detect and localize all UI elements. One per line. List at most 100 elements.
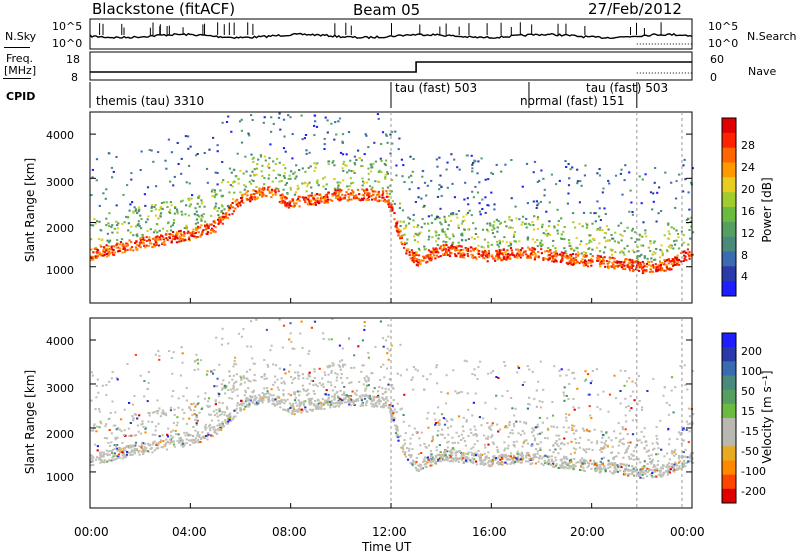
power-cell [363, 153, 366, 156]
power-cell [176, 231, 179, 234]
velocity-cell [359, 396, 362, 399]
power-cell [552, 239, 555, 242]
power-cell [636, 261, 639, 263]
power-cell [607, 179, 610, 182]
power-cell [262, 194, 265, 197]
power-cell [102, 248, 105, 251]
velocity-cell [607, 462, 610, 465]
velocity-cell [612, 458, 615, 461]
velocity-cell [228, 397, 231, 399]
velocity-cell [512, 441, 515, 444]
power-cell [199, 235, 202, 238]
power-cell [472, 222, 475, 225]
velocity-cell [98, 410, 101, 413]
power-cell [566, 263, 569, 266]
power-cell [258, 188, 261, 191]
power-cell [121, 243, 124, 246]
power-cell [95, 179, 98, 182]
power-cell [417, 234, 420, 237]
power-cell [381, 131, 385, 134]
velocity-cell [511, 407, 514, 410]
power-cell [548, 257, 552, 260]
velocity-cell [234, 363, 238, 366]
velocity-cb-tick: -200 [741, 485, 766, 498]
power-cell [204, 225, 207, 228]
power-cell [638, 266, 641, 269]
velocity-cell [516, 453, 520, 456]
power-cell [129, 203, 132, 206]
power-cell [138, 244, 141, 247]
power-cell [350, 182, 353, 185]
power-cell [652, 241, 656, 244]
power-cell [244, 185, 247, 188]
power-cell [470, 236, 473, 239]
power-cell [178, 230, 181, 233]
velocity-cell [487, 451, 490, 454]
power-cell [453, 158, 456, 161]
power-cell [452, 213, 455, 216]
power-cell [334, 191, 337, 194]
velocity-cell [460, 459, 463, 462]
velocity-cell [500, 453, 503, 456]
velocity-cell [612, 472, 615, 475]
velocity-cell [317, 404, 320, 407]
power-cell [204, 220, 207, 223]
velocity-cell [446, 457, 449, 460]
power-cell [474, 233, 477, 235]
velocity-cell [567, 398, 570, 400]
velocity-cb-tick: 100 [741, 365, 762, 378]
power-cell [552, 260, 555, 263]
power-cell [393, 212, 396, 215]
velocity-cell [497, 460, 500, 463]
power-cell [398, 207, 401, 209]
power-cell [478, 255, 481, 258]
power-cell [571, 253, 574, 255]
power-cell [547, 225, 551, 228]
power-cell [305, 149, 308, 152]
velocity-cell [210, 434, 213, 437]
power-cell [435, 234, 438, 237]
power-cell [588, 239, 591, 242]
velocity-cell [663, 386, 666, 389]
velocity-cell [600, 441, 603, 444]
velocity-cell [465, 452, 468, 455]
power-cell [156, 239, 159, 242]
power-cell [454, 249, 457, 252]
freq-unit-underline [3, 78, 31, 79]
power-cell [450, 252, 453, 255]
velocity-cell [130, 434, 133, 437]
velocity-cell [365, 401, 368, 404]
velocity-cell [141, 444, 144, 447]
power-cell [210, 190, 213, 193]
velocity-cell [338, 402, 341, 405]
velocity-cell [181, 445, 185, 448]
velocity-cell [443, 436, 446, 439]
velocity-cell [457, 461, 460, 463]
velocity-cell [311, 380, 315, 382]
velocity-cell [657, 460, 660, 463]
velocity-cell [457, 457, 460, 460]
power-cell [231, 185, 234, 188]
velocity-cell [196, 441, 199, 444]
power-cell [598, 257, 601, 260]
power-cell [602, 187, 605, 190]
velocity-cell [151, 451, 154, 454]
power-cell [623, 247, 626, 250]
power-cell [277, 188, 280, 190]
power-cell [349, 193, 352, 196]
velocity-cell [214, 403, 217, 406]
nsky-series [89, 32, 693, 40]
velocity-cell [427, 461, 430, 464]
velocity-cell [611, 445, 614, 448]
velocity-cell [295, 404, 299, 407]
velocity-cell [625, 420, 628, 423]
velocity-cell [453, 448, 456, 451]
power-cell [645, 265, 648, 268]
velocity-cell [305, 409, 308, 412]
power-cell [363, 197, 366, 200]
power-cell [448, 237, 451, 240]
power-cell [175, 208, 179, 211]
power-cell [604, 246, 607, 249]
velocity-cell [375, 402, 378, 404]
velocity-cell [471, 454, 474, 456]
